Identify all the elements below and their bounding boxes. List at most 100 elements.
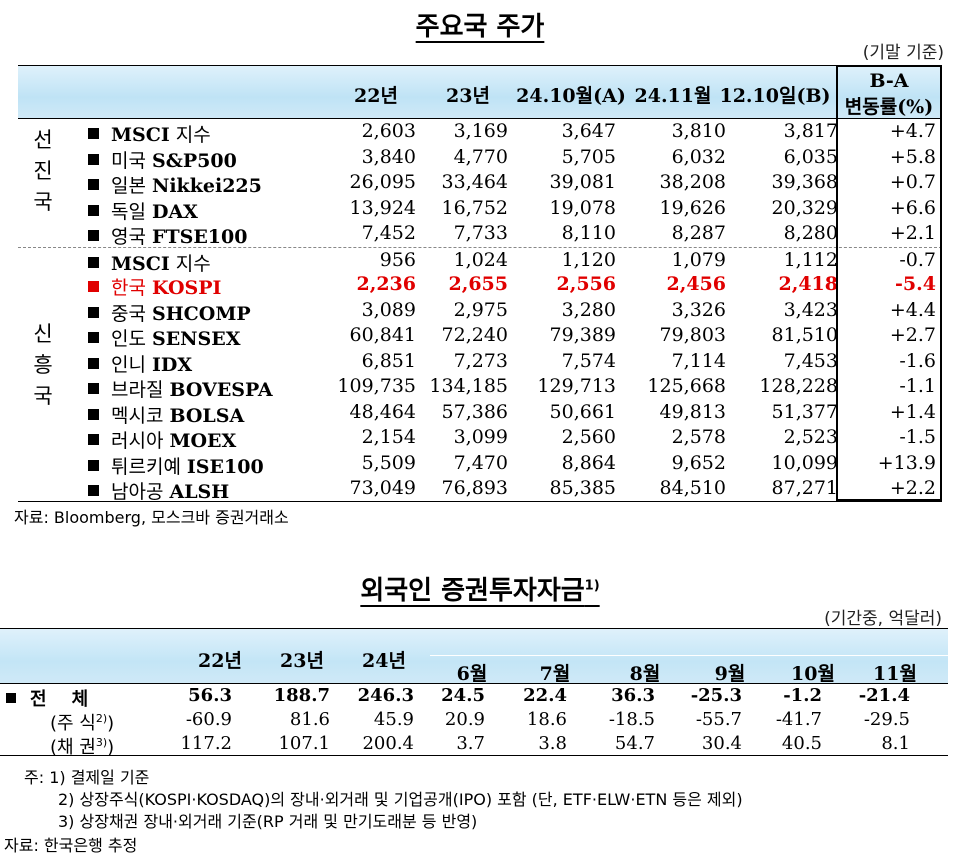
index-name: 한국 KOSPI [88, 273, 221, 300]
table-row: 남아공 ALSH 73,049 76,893 85,385 84,510 87,271 +2.… [18, 476, 942, 503]
table-cell: 3,840 [361, 145, 416, 168]
bullet-icon [88, 357, 99, 369]
change-cell: -0.7 [899, 248, 936, 271]
table-cell: -29.5 [863, 709, 910, 730]
index-name: MSCI 지수 [88, 249, 211, 276]
table-cell: 72,240 [441, 324, 508, 346]
table-cell: 49,813 [659, 400, 726, 423]
table-row: 전 체 56.3 188.7 246.3 24.5 22.4 36.3 -25.3 -1.2 -2… [0, 684, 948, 710]
table-cell: -41.7 [775, 709, 822, 730]
table-cell: 2,523 [783, 426, 838, 448]
table-row: 한국 KOSPI 2,236 2,655 2,556 2,456 2,418 -5.4 [18, 272, 942, 300]
table-row: 미국 S&P500 3,840 4,770 5,705 6,032 6,035 +5.8 [18, 145, 942, 173]
table-cell: 6,851 [361, 349, 416, 372]
table-cell: 10,099 [771, 451, 838, 474]
index-name: 인니 IDX [88, 350, 192, 377]
col-header: 24.10월(A) [516, 85, 626, 107]
bullet-icon [88, 306, 99, 318]
bullet-icon [88, 230, 99, 241]
table-row: MSCI 지수 956 1,024 1,120 1,079 1,112 -0.7 [18, 246, 942, 276]
table-row: 러시아 MOEX 2,154 3,099 2,560 2,578 2,523 -1.5 [18, 425, 942, 452]
table-cell: 2,236 [356, 273, 417, 295]
table-cell: 956 [379, 248, 416, 271]
table-cell: 26,095 [349, 171, 416, 193]
note-2: 2) 상장주식(KOSPI·KOSDAQ)의 장내·외거래 및 기업공개(IPO… [58, 790, 743, 809]
table-row: 독일 DAX 13,924 16,752 19,078 19,626 20,329 +6.6 [18, 196, 942, 223]
change-cell: +2.2 [889, 477, 936, 499]
table-cell: 7,470 [453, 451, 508, 474]
table-cell: 7,453 [783, 349, 838, 372]
table-cell: 2,154 [361, 426, 416, 448]
col-header: 9월 [714, 663, 746, 685]
change-cell: +5.8 [889, 145, 936, 168]
table-cell: 48,464 [349, 400, 416, 423]
table-cell: 24.5 [441, 685, 485, 706]
table-cell: 107.1 [278, 733, 330, 754]
bullet-icon [88, 204, 99, 216]
change-cell: +13.9 [877, 451, 936, 474]
table-cell: 87,271 [771, 477, 838, 499]
table2-source: 자료: 한국은행 추정 [4, 836, 138, 855]
table-row: 일본 Nikkei225 26,095 33,464 39,081 38,208 39,36… [18, 170, 942, 198]
table-cell: 39,368 [771, 171, 838, 193]
table-cell: 76,893 [441, 477, 508, 499]
table-cell: 8,280 [783, 222, 838, 244]
table-cell: 2,560 [561, 426, 616, 448]
change-column-box [836, 65, 942, 501]
table-cell: 9,652 [671, 451, 726, 474]
table-cell: -55.7 [695, 709, 742, 730]
table-cell: 134,185 [429, 375, 508, 397]
table-cell: 19,626 [659, 196, 726, 219]
table-cell: 8,287 [671, 222, 726, 244]
index-name: 일본 Nikkei225 [88, 171, 262, 198]
table-cell: 8,864 [561, 451, 616, 474]
table-row: 멕시코 BOLSA 48,464 57,386 50,661 49,813 51,377 +1… [18, 400, 942, 427]
table1-unit: (기말 기준) [862, 43, 944, 63]
stock-index-table: 22년 23년 24.10월(A) 24.11월 12.10일(B) B-A 변… [18, 65, 942, 503]
col-header: 23년 [446, 85, 490, 107]
bullet-icon [88, 153, 99, 165]
table-cell: 40.5 [781, 733, 822, 754]
table-cell: 3,280 [561, 298, 616, 321]
table-cell: 81.6 [289, 709, 330, 730]
table-cell: 2,603 [361, 120, 416, 142]
foreign-investment-table: 22년 23년 24년 6월 7월 8월 9월 10월 11월 전 체 56.3 1… [0, 628, 948, 758]
bullet-icon [88, 485, 99, 496]
table-cell: 8.1 [881, 733, 910, 754]
bullet-icon [88, 332, 99, 343]
table-cell: 188.7 [273, 685, 330, 706]
table1-title: 주요국 주가 [415, 12, 545, 42]
table-cell: 38,208 [659, 171, 726, 193]
table-cell: 5,705 [561, 145, 616, 168]
change-cell: +6.6 [889, 196, 936, 219]
table-cell: 57,386 [441, 400, 508, 423]
col-header: 24년 [362, 650, 406, 672]
table-cell: 50,661 [549, 400, 616, 423]
table-cell: 3.7 [456, 733, 485, 754]
index-name: 미국 S&P500 [88, 146, 237, 173]
table2-title: 외국인 증권투자자금1) [360, 576, 600, 606]
table-cell: 36.3 [611, 685, 655, 706]
table1-header: 22년 23년 24.10월(A) 24.11월 12.10일(B) B-A 변… [18, 65, 942, 119]
table-cell: 79,803 [659, 324, 726, 346]
table-cell: 22.4 [523, 685, 567, 706]
table2-header: 22년 23년 24년 6월 7월 8월 9월 10월 11월 [0, 628, 948, 685]
table-cell: 39,081 [549, 171, 616, 193]
index-name: MSCI 지수 [88, 120, 211, 147]
table-cell: 2,418 [778, 273, 839, 295]
table-cell: 4,770 [453, 145, 508, 168]
index-name: 중국 SHCOMP [88, 299, 251, 326]
table-cell: 45.9 [373, 709, 414, 730]
table-cell: 7,574 [561, 349, 616, 372]
col-header: 23년 [280, 650, 324, 672]
col-header-change: B-A [869, 70, 909, 92]
table-cell: 18.6 [526, 709, 567, 730]
col-header: 22년 [198, 650, 242, 672]
bullet-icon [88, 434, 99, 445]
table-row: 중국 SHCOMP 3,089 2,975 3,280 3,326 3,423 +4.4 [18, 298, 942, 326]
table-cell: 16,752 [441, 196, 508, 219]
table-cell: 3,817 [783, 120, 838, 142]
col-header-change-sub: 변동률(%) [844, 96, 934, 118]
table-cell: 7,733 [453, 222, 508, 244]
